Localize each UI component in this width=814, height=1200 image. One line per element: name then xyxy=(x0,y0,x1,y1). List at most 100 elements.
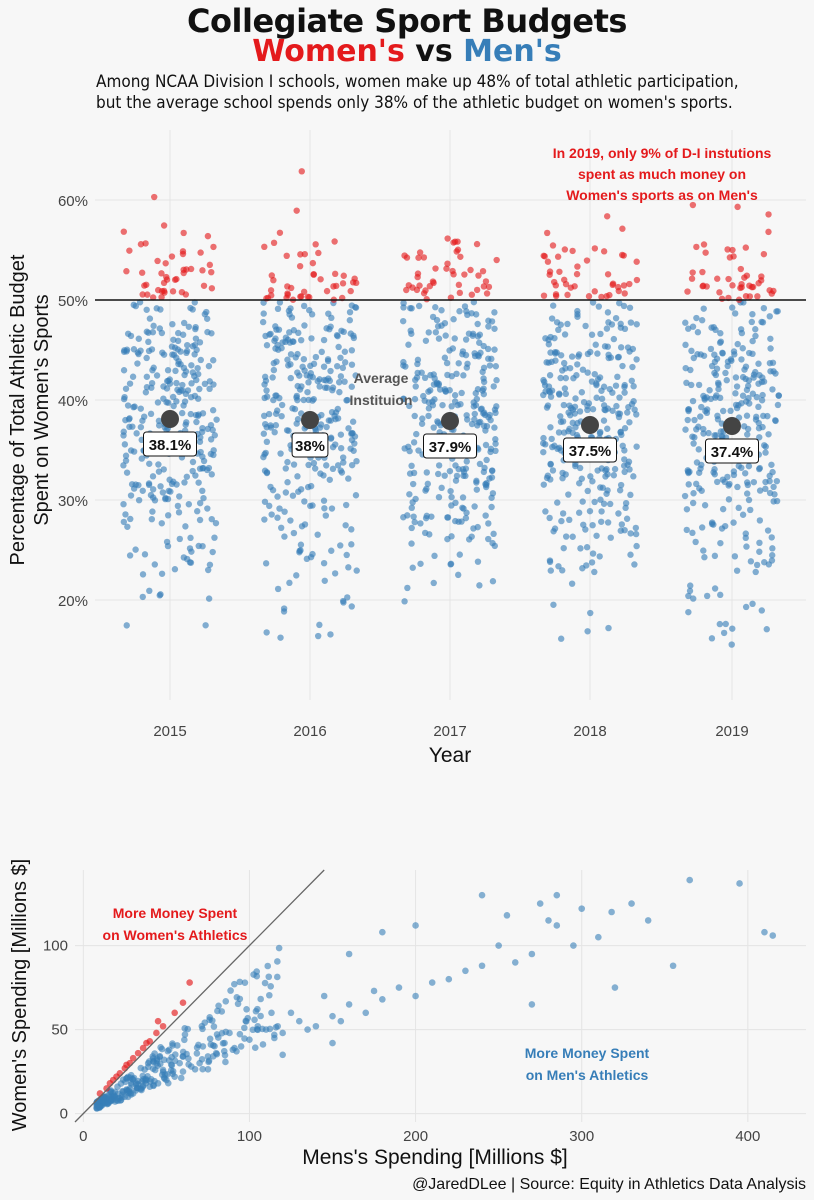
point-mens xyxy=(557,321,564,328)
point-mens xyxy=(574,310,581,318)
point-mens xyxy=(719,505,727,513)
point-mens xyxy=(279,1029,286,1037)
point-mens xyxy=(700,547,707,554)
point-mens xyxy=(750,374,757,381)
point-mens xyxy=(578,905,586,912)
point-womens xyxy=(159,1022,167,1030)
point-mens xyxy=(685,325,692,332)
point-mens xyxy=(630,383,637,390)
point-mens xyxy=(352,304,360,311)
point-mens xyxy=(261,979,269,987)
point-mens xyxy=(492,363,500,370)
point-womens xyxy=(143,1039,150,1047)
point-womens xyxy=(480,283,488,290)
point-mens xyxy=(768,534,775,541)
point-mens xyxy=(340,459,347,466)
point-mens xyxy=(415,447,422,454)
point-mens xyxy=(595,933,602,941)
point-mens xyxy=(193,418,200,426)
point-mens xyxy=(253,972,261,980)
point-mens xyxy=(182,523,189,530)
point-womens xyxy=(689,201,697,209)
point-mens xyxy=(138,1086,145,1094)
point-mens xyxy=(745,394,752,402)
point-mens xyxy=(438,484,445,492)
point-womens xyxy=(151,193,158,201)
point-mens xyxy=(471,416,478,423)
point-womens xyxy=(743,272,751,279)
point-mens xyxy=(195,479,202,486)
point-mens xyxy=(345,425,352,432)
point-mens xyxy=(150,364,157,371)
point-mens xyxy=(328,505,336,512)
point-mens xyxy=(707,395,715,403)
point-mens xyxy=(222,1058,229,1066)
point-mens xyxy=(691,416,698,424)
point-mens xyxy=(476,331,484,338)
point-mens xyxy=(758,397,766,404)
point-mens xyxy=(412,376,419,384)
point-mens xyxy=(127,492,135,499)
point-mens xyxy=(448,403,455,410)
point-mens xyxy=(164,1047,172,1055)
point-mens xyxy=(119,1088,127,1096)
point-mens xyxy=(739,511,747,518)
point-mens xyxy=(280,605,288,612)
point-mens xyxy=(334,405,342,413)
point-mens xyxy=(540,434,547,442)
point-mens xyxy=(688,347,695,355)
point-mens xyxy=(711,585,719,592)
point-womens xyxy=(139,291,146,298)
point-mens xyxy=(314,531,321,538)
point-womens xyxy=(765,211,772,218)
point-mens xyxy=(491,346,498,353)
point-mens xyxy=(155,461,162,468)
point-womens xyxy=(567,284,575,291)
point-mens xyxy=(148,346,156,353)
point-mens xyxy=(336,388,343,396)
point-mens xyxy=(600,500,608,507)
point-mens xyxy=(395,984,403,991)
point-mens xyxy=(701,554,708,561)
point-womens xyxy=(549,242,557,249)
point-mens xyxy=(625,458,633,465)
point-mens xyxy=(267,982,275,990)
point-mens xyxy=(734,483,741,491)
average-value-label: 38.1% xyxy=(149,437,192,454)
point-mens xyxy=(724,473,731,481)
point-mens xyxy=(200,494,207,502)
point-mens xyxy=(135,335,142,342)
point-mens xyxy=(214,1034,222,1041)
point-mens xyxy=(406,447,413,455)
point-mens xyxy=(486,411,493,419)
point-mens xyxy=(616,394,623,401)
point-mens xyxy=(541,382,549,389)
point-mens xyxy=(471,410,478,418)
point-mens xyxy=(189,458,197,466)
point-womens xyxy=(330,283,337,290)
point-mens xyxy=(137,405,144,412)
point-womens xyxy=(283,252,290,260)
point-mens xyxy=(156,592,163,599)
point-mens xyxy=(752,332,759,340)
point-mens xyxy=(212,1049,220,1057)
point-mens xyxy=(185,323,193,330)
point-mens xyxy=(439,401,446,409)
point-mens xyxy=(749,311,756,318)
point-mens xyxy=(560,429,568,436)
point-mens xyxy=(689,323,697,330)
point-mens xyxy=(158,1045,166,1053)
point-womens xyxy=(449,267,456,275)
point-mens xyxy=(528,1001,536,1008)
point-mens xyxy=(473,486,481,493)
point-mens xyxy=(606,500,614,508)
point-mens xyxy=(124,1073,132,1081)
point-mens xyxy=(455,360,462,367)
point-mens xyxy=(412,992,419,1000)
point-mens xyxy=(290,529,298,537)
point-mens xyxy=(269,374,276,381)
point-mens xyxy=(488,318,496,325)
point-mens xyxy=(591,568,598,576)
point-mens xyxy=(733,383,741,390)
point-womens xyxy=(180,266,187,273)
